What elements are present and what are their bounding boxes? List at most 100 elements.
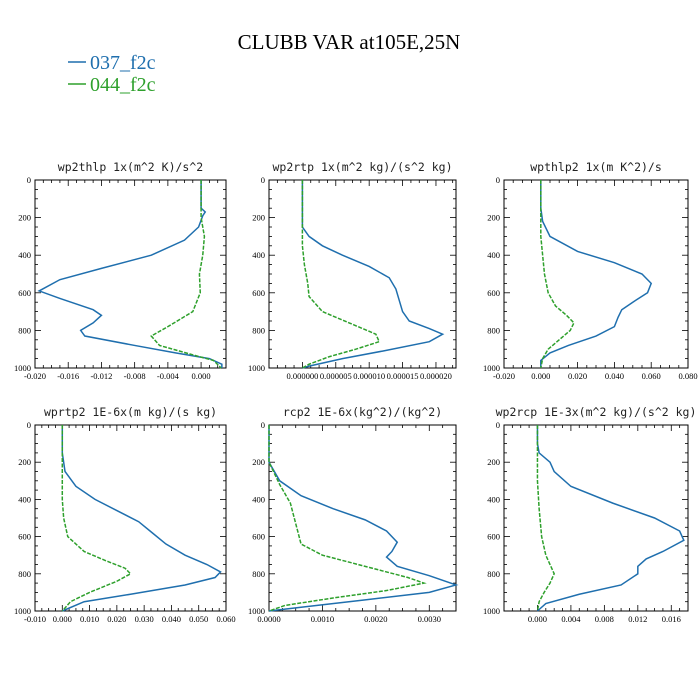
y-tick-label: 800 (487, 569, 500, 579)
y-tick-label: 800 (487, 325, 500, 335)
y-tick-label: 200 (18, 213, 31, 223)
x-tick-label: 0.020 (107, 614, 126, 624)
series-line-037_f2c (536, 425, 685, 612)
panel-5: rcp2 1E-6x(kg^2)/(kg^2) 0 200 400 600 800 1000… (248, 405, 459, 624)
y-tick-label: 1000 (14, 363, 31, 373)
x-tick-label: -0.020 (493, 371, 515, 381)
x-tick-label: 0.040 (605, 371, 624, 381)
series-line-044_f2c (268, 425, 427, 612)
panel-1: wp2thlp 1x(m^2 K)/s^202004006008001000-0… (14, 160, 227, 381)
x-tick-label: -0.012 (90, 371, 112, 381)
x-tick-label: 0.000 (531, 371, 550, 381)
panel-6: wp2rcp 1E-3x(m^2 kg)/(s^2 kg)0 200 400 600 8… (483, 405, 696, 624)
y-tick-label: 800 (252, 325, 265, 335)
plot-frame (503, 179, 689, 369)
y-tick-label: 400 (487, 494, 500, 504)
y-tick-label: 600 (252, 288, 265, 298)
legend-item-037: 037_f2c (68, 52, 156, 74)
x-tick-label: 0.010 (80, 614, 99, 624)
y-tick-label: 400 (18, 494, 31, 504)
x-tick-label: -0.020 (24, 371, 46, 381)
y-tick-label: 1000 (14, 606, 31, 616)
panels: wp2thlp 1x(m^2 K)/s^202004006008001000-0… (14, 160, 698, 624)
x-tick-label: 0.016 (662, 614, 681, 624)
x-tick-label: -0.008 (124, 371, 146, 381)
legend-label-044: 044_f2c (90, 74, 156, 96)
y-tick-label: 600 (487, 532, 500, 542)
x-tick-label: 0.0010 (311, 614, 334, 624)
series-line-044_f2c (150, 180, 222, 369)
y-tick-label: 400 (18, 250, 31, 260)
series-line-037_f2c (61, 425, 222, 612)
x-tick-label: 0.000010 (353, 371, 385, 381)
y-tick-label: 1000 (248, 606, 265, 616)
y-tick-label: 200 (487, 457, 500, 467)
y-tick-label: 0 (496, 420, 500, 430)
x-tick-label: 0.020 (568, 371, 587, 381)
x-tick-label: 0.012 (628, 614, 647, 624)
y-tick-label: 600 (18, 288, 31, 298)
series-line-044_f2c (61, 425, 132, 612)
x-tick-label: 0.030 (135, 614, 154, 624)
x-tick-label: 0.080 (678, 371, 697, 381)
plot-frame (268, 179, 457, 369)
series-line-037_f2c (540, 180, 653, 368)
x-tick-label: 0.050 (189, 614, 208, 624)
x-tick-label: 0.000 (192, 371, 211, 381)
panel-title: wpthlp2 1x(m K^2)/s (530, 160, 662, 174)
x-tick-label: 0.0000 (257, 614, 280, 624)
y-tick-label: 800 (18, 325, 31, 335)
y-tick-label: 0 (27, 420, 31, 430)
panel-title: wp2rcp 1E-3x(m^2 kg)/(s^2 kg) (496, 405, 697, 419)
x-tick-label: 0.0030 (418, 614, 441, 624)
y-tick-label: 400 (252, 494, 265, 504)
legend: 037_f2c 044_f2c (68, 52, 156, 96)
x-tick-label: 0.000000 (286, 371, 318, 381)
x-tick-label: 0.008 (595, 614, 614, 624)
series-line-044_f2c (536, 425, 556, 612)
y-tick-label: 200 (252, 213, 265, 223)
y-tick-label: 0 (27, 175, 31, 185)
panel-title: wp2thlp 1x(m^2 K)/s^2 (58, 160, 203, 174)
y-tick-label: 800 (252, 569, 265, 579)
y-tick-label: 0 (261, 420, 265, 430)
x-tick-label: 0.000005 (320, 371, 352, 381)
series-line-044_f2c (540, 180, 575, 369)
y-tick-label: 1000 (248, 363, 265, 373)
x-tick-label: 0.060 (642, 371, 661, 381)
panel-title: wp2rtp 1x(m^2 kg)/(s^2 kg) (272, 160, 452, 174)
panel-2: wp2rtp 1x(m^2 kg)/(s^2 kg) 0 200 400 600 800 1… (248, 160, 457, 381)
y-tick-label: 400 (487, 250, 500, 260)
plot-frame (34, 179, 227, 369)
x-tick-label: 0.000015 (387, 371, 419, 381)
panel-3: wpthlp2 1x(m K^2)/s 0 200 400 600 800 1000-0.0… (483, 160, 698, 381)
x-tick-label: 0.000020 (420, 371, 452, 381)
series-line-037_f2c (301, 180, 445, 369)
y-tick-label: 200 (18, 457, 31, 467)
plot-frame (503, 424, 689, 612)
series-line-037_f2c (37, 180, 223, 368)
y-tick-label: 1000 (483, 606, 500, 616)
y-tick-label: 0 (261, 175, 265, 185)
x-tick-label: -0.016 (57, 371, 79, 381)
x-tick-label: 0.000 (53, 614, 72, 624)
plot-frame (268, 424, 457, 612)
series-line-037_f2c (268, 425, 459, 612)
x-tick-label: 0.060 (216, 614, 235, 624)
legend-label-037: 037_f2c (90, 52, 156, 74)
y-tick-label: 600 (487, 288, 500, 298)
x-tick-label: 0.040 (162, 614, 181, 624)
y-tick-label: 400 (252, 250, 265, 260)
panel-4: wprtp2 1E-6x(m kg)/(s kg) 0 200 400 600 800 10… (14, 405, 236, 624)
x-tick-label: 0.000 (528, 614, 547, 624)
figure-title: CLUBB VAR at105E,25N (238, 30, 461, 54)
x-tick-label: -0.010 (24, 614, 46, 624)
panel-title: wprtp2 1E-6x(m kg)/(s kg) (44, 405, 217, 419)
y-tick-label: 600 (252, 532, 265, 542)
series-line-044_f2c (301, 180, 381, 369)
x-tick-label: 0.0020 (364, 614, 387, 624)
y-tick-label: 1000 (483, 363, 500, 373)
y-tick-label: 800 (18, 569, 31, 579)
panel-title: rcp2 1E-6x(kg^2)/(kg^2) (283, 405, 442, 419)
